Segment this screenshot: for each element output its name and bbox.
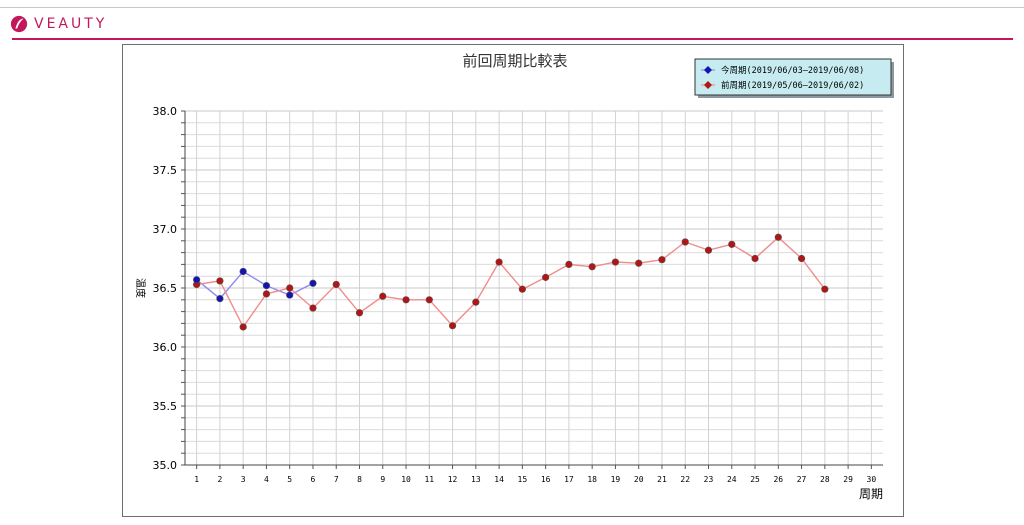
x-tick-label: 25 bbox=[750, 475, 760, 484]
series-2-point bbox=[448, 322, 457, 330]
x-tick-label: 14 bbox=[494, 475, 504, 484]
y-tick-label: 38.0 bbox=[153, 105, 178, 118]
series-2-point bbox=[425, 296, 433, 304]
x-tick-label: 28 bbox=[820, 475, 830, 484]
brand-rule bbox=[12, 38, 1013, 40]
x-tick-label: 15 bbox=[518, 475, 528, 484]
legend-marker bbox=[704, 66, 712, 74]
x-tick-label: 7 bbox=[334, 475, 339, 484]
y-tick-label: 36.0 bbox=[153, 341, 178, 354]
series-2-point bbox=[751, 254, 759, 263]
series-2-point bbox=[309, 304, 317, 312]
x-tick-label: 9 bbox=[380, 475, 385, 484]
x-tick-label: 6 bbox=[311, 475, 316, 484]
series-2-point bbox=[611, 258, 620, 266]
series-1-point bbox=[193, 276, 201, 284]
y-tick-label: 35.0 bbox=[153, 459, 178, 472]
series-2-point bbox=[635, 259, 643, 267]
series-2-point bbox=[402, 296, 410, 304]
legend-box bbox=[694, 58, 892, 96]
y-tick-label: 37.5 bbox=[153, 164, 178, 177]
series-2-point bbox=[797, 254, 806, 263]
series-2-point bbox=[332, 280, 340, 289]
series-2-point bbox=[681, 238, 689, 246]
series-2-point bbox=[728, 240, 736, 248]
x-tick-label: 27 bbox=[797, 475, 807, 484]
x-tick-label: 4 bbox=[264, 475, 269, 484]
x-tick-label: 26 bbox=[773, 475, 783, 484]
x-tick-label: 30 bbox=[867, 475, 877, 484]
x-tick-label: 17 bbox=[564, 475, 574, 484]
veauty-logo-icon bbox=[10, 15, 28, 33]
series-1-point bbox=[216, 295, 224, 303]
series-line-1 bbox=[196, 270, 314, 300]
series-2-point bbox=[216, 277, 224, 285]
legend: 今周期(2019/06/03—2019/06/08) 前周期(2019/05/06… bbox=[694, 58, 894, 98]
x-tick-label: 11 bbox=[424, 475, 434, 484]
y-tick-label: 37.0 bbox=[153, 223, 178, 236]
series-2-point bbox=[704, 246, 713, 254]
series-2-point bbox=[286, 284, 294, 292]
y-tick-label: 36.5 bbox=[153, 282, 178, 295]
series-1-point bbox=[239, 267, 247, 276]
x-tick-label: 10 bbox=[401, 475, 411, 484]
legend-marker bbox=[704, 81, 712, 89]
x-tick-label: 13 bbox=[471, 475, 481, 484]
x-axis-label: 周期 bbox=[859, 487, 883, 501]
series-2-point bbox=[774, 233, 782, 241]
chart-frame: 前回周期比較表 1 2 3 4 5 6 7 8 9 10 11 12 13 14 15 16 17 18 19 20 2… bbox=[122, 44, 904, 517]
series-1-point bbox=[262, 282, 271, 290]
series-2-point bbox=[355, 309, 364, 317]
x-tick-label: 16 bbox=[541, 475, 551, 484]
x-tick-label: 3 bbox=[241, 475, 246, 484]
series-2-point bbox=[239, 323, 247, 331]
x-tick-label: 21 bbox=[657, 475, 667, 484]
x-tick-label: 23 bbox=[704, 475, 714, 484]
series-2-point bbox=[588, 263, 596, 271]
y-axis-label: 温度 bbox=[134, 278, 147, 298]
x-tick-label: 24 bbox=[727, 475, 737, 484]
x-tick-label: 20 bbox=[634, 475, 644, 484]
series-1-point bbox=[309, 279, 317, 287]
chart-title: 前回周期比較表 bbox=[462, 52, 567, 70]
x-tick-label: 18 bbox=[587, 475, 597, 484]
series-2-point bbox=[518, 285, 526, 293]
series-line-2 bbox=[196, 236, 826, 329]
comparison-chart: 前回周期比較表 1 2 3 4 5 6 7 8 9 10 11 12 13 14 15 16 17 18 19 20 2… bbox=[134, 52, 894, 501]
series-2-point bbox=[262, 290, 271, 298]
brand-header[interactable]: VEAUTY bbox=[10, 12, 107, 36]
series-2-point bbox=[472, 298, 480, 306]
x-tick-label: 19 bbox=[611, 475, 621, 484]
series-2-point bbox=[821, 285, 829, 293]
x-tick-label: 2 bbox=[217, 475, 222, 484]
top-divider bbox=[0, 7, 1024, 8]
series-2-point bbox=[542, 273, 550, 281]
series-2-point bbox=[658, 256, 666, 264]
x-tick-label: 29 bbox=[843, 475, 853, 484]
x-tick-label: 8 bbox=[357, 475, 362, 484]
x-tick-label: 1 bbox=[194, 475, 199, 484]
series-2-point bbox=[495, 258, 503, 266]
series-2-point bbox=[565, 260, 573, 268]
y-tick-label: 35.5 bbox=[153, 400, 178, 413]
x-tick-label: 22 bbox=[680, 475, 690, 484]
series-1-point bbox=[286, 291, 294, 299]
x-tick-label: 5 bbox=[287, 475, 292, 484]
x-tick-label: 12 bbox=[448, 475, 458, 484]
legend-label: 前周期(2019/05/06—2019/06/02) bbox=[721, 80, 864, 91]
brand-name: VEAUTY bbox=[34, 16, 108, 32]
legend-label: 今周期(2019/06/03—2019/06/08) bbox=[721, 65, 864, 76]
series-2-point bbox=[379, 292, 387, 300]
